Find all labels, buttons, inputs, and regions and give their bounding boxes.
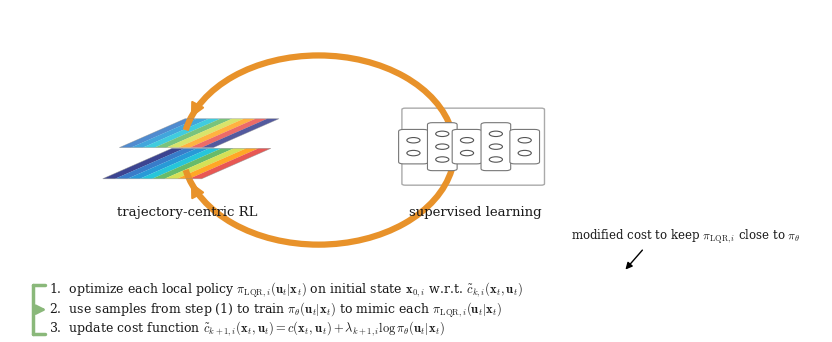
Circle shape [460,150,473,156]
Text: trajectory-centric RL: trajectory-centric RL [116,206,257,219]
Circle shape [436,144,449,149]
FancyBboxPatch shape [402,108,544,185]
Polygon shape [190,148,271,179]
Circle shape [407,150,420,156]
Circle shape [436,131,449,136]
Text: 3.  update cost function $\tilde{c}_{k+1,i}(\mathbf{x}_t, \mathbf{u}_t) = c(\mat: 3. update cost function $\tilde{c}_{k+1,… [49,320,445,338]
Text: supervised learning: supervised learning [409,206,542,219]
Circle shape [489,131,503,136]
Polygon shape [166,119,244,148]
Polygon shape [127,148,209,179]
Text: modified cost to keep $\pi_{\mathrm{LQR},i}$ close to $\pi_\theta$: modified cost to keep $\pi_{\mathrm{LQR}… [571,227,800,245]
Polygon shape [190,119,267,148]
FancyBboxPatch shape [399,129,428,164]
Circle shape [518,150,532,156]
Polygon shape [155,119,232,148]
Polygon shape [143,119,220,148]
Circle shape [407,137,420,143]
Text: 2.  use samples from step (1) to train $\pi_\theta(\mathbf{u}_t|\mathbf{x}_t)$ t: 2. use samples from step (1) to train $\… [49,301,503,320]
Polygon shape [152,148,234,179]
Circle shape [489,157,503,162]
Polygon shape [115,148,196,179]
FancyBboxPatch shape [510,129,539,164]
Polygon shape [103,148,185,179]
Polygon shape [119,119,197,148]
Polygon shape [178,119,255,148]
Polygon shape [177,148,259,179]
Polygon shape [131,119,209,148]
FancyBboxPatch shape [452,129,482,164]
Circle shape [460,137,473,143]
Circle shape [518,137,532,143]
Polygon shape [165,148,246,179]
FancyBboxPatch shape [428,123,457,171]
Polygon shape [140,148,221,179]
Polygon shape [201,119,279,148]
Text: 1.  optimize each local policy $\pi_{\mathrm{LQR},i}(\mathbf{u}_t|\mathbf{x}_t)$: 1. optimize each local policy $\pi_{\mat… [49,281,523,300]
Circle shape [489,144,503,149]
FancyBboxPatch shape [481,123,511,171]
Circle shape [436,157,449,162]
